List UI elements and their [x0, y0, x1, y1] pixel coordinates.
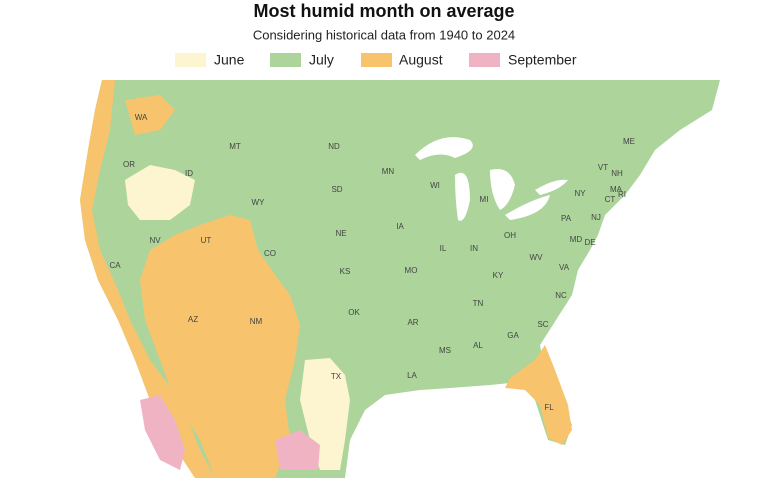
- state-label: WY: [252, 198, 266, 207]
- state-label: AL: [473, 341, 483, 350]
- state-label: UT: [201, 236, 212, 245]
- region: [140, 395, 185, 470]
- legend: June July August September: [175, 52, 577, 68]
- map: [80, 80, 720, 478]
- state-label: IN: [470, 244, 478, 253]
- state-label: MA: [610, 185, 623, 194]
- state-label: TN: [473, 299, 484, 308]
- state-label: MT: [229, 142, 241, 151]
- state-label: TX: [331, 372, 342, 381]
- legend-swatch: [469, 53, 500, 67]
- state-label: NH: [611, 169, 623, 178]
- state-label: SC: [537, 320, 548, 329]
- legend-label: July: [309, 52, 334, 68]
- state-label: VT: [598, 163, 608, 172]
- state-label: NV: [149, 236, 161, 245]
- state-label: AZ: [188, 315, 198, 324]
- state-label: NE: [335, 229, 346, 238]
- state-label: OR: [123, 160, 135, 169]
- legend-label: September: [508, 52, 577, 68]
- legend-swatch: [270, 53, 301, 67]
- region: [125, 95, 175, 135]
- legend-swatch: [361, 53, 392, 67]
- lake: [415, 137, 568, 221]
- state-label: NJ: [591, 213, 601, 222]
- state-label: IL: [440, 244, 447, 253]
- state-label: IA: [396, 222, 404, 231]
- state-label: MO: [405, 266, 418, 275]
- state-label: AR: [407, 318, 418, 327]
- legend-label: June: [214, 52, 245, 68]
- state-label: RI: [618, 190, 626, 199]
- state-label: CA: [109, 261, 121, 270]
- state-label: GA: [507, 331, 519, 340]
- state-label: MN: [382, 167, 395, 176]
- state-label: ND: [328, 142, 340, 151]
- state-label: SD: [331, 185, 342, 194]
- state-label: ME: [623, 137, 635, 146]
- state-label: DE: [584, 238, 595, 247]
- state-label: LA: [407, 371, 417, 380]
- state-label: FL: [544, 403, 554, 412]
- state-label: MI: [480, 195, 489, 204]
- legend-swatch: [175, 53, 206, 67]
- state-label: MD: [570, 235, 583, 244]
- state-label: WI: [430, 181, 440, 190]
- state-label: NM: [250, 317, 263, 326]
- region: [80, 80, 215, 478]
- state-label: ID: [185, 169, 193, 178]
- region: [125, 165, 195, 220]
- region: [505, 345, 572, 445]
- state-label: WA: [135, 113, 148, 122]
- state-labels: WA OR ID MT WY NV UT CO CA AZ NM ND SD NE KS OK TX MN IA MO…: [109, 113, 635, 412]
- region: [275, 430, 320, 470]
- state-label: WV: [530, 253, 544, 262]
- state-label: KS: [340, 267, 351, 276]
- state-label: KY: [493, 271, 504, 280]
- state-label: CT: [605, 195, 616, 204]
- state-label: PA: [561, 214, 572, 223]
- state-label: VA: [559, 263, 570, 272]
- region: [140, 215, 300, 478]
- legend-label: August: [399, 52, 443, 68]
- state-label: NC: [555, 291, 567, 300]
- state-label: MS: [439, 346, 451, 355]
- state-label: NY: [574, 189, 586, 198]
- state-label: OH: [504, 231, 516, 240]
- state-label: CO: [264, 249, 276, 258]
- subtitle: Considering historical data from 1940 to…: [253, 27, 515, 42]
- title: Most humid month on average: [253, 1, 514, 21]
- state-label: OK: [348, 308, 360, 317]
